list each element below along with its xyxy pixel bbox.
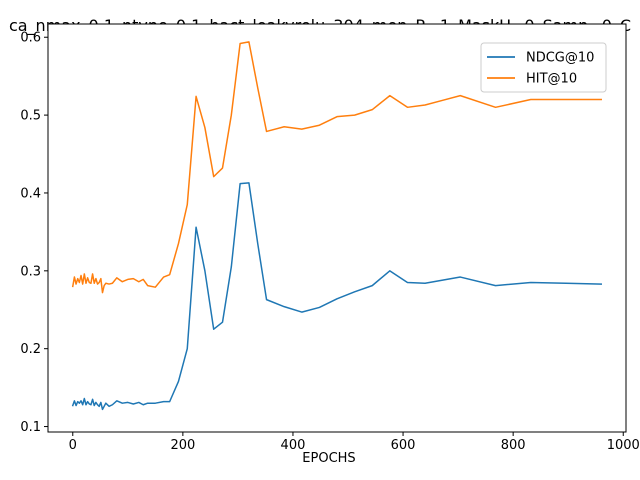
axes-frame — [47, 23, 627, 433]
legend-box — [480, 42, 607, 93]
y-tick-label: 0.3 — [20, 264, 41, 279]
legend: NDCG@10 HIT@10 — [480, 42, 607, 93]
y-tick-label: 0.5 — [20, 109, 41, 124]
x-tick-label: 400 — [281, 438, 306, 453]
series-layer — [71, 41, 602, 411]
x-tick-label: 600 — [391, 438, 416, 453]
y-tick-label: 0.6 — [20, 31, 41, 46]
y-axis: 0.1 0.2 0.3 0.4 0.5 0.6 — [20, 31, 48, 435]
x-tick-label: 200 — [170, 438, 195, 453]
x-axis-label: EPOCHS — [302, 451, 355, 466]
y-tick-label: 0.2 — [20, 342, 41, 357]
x-tick-label: 1000 — [607, 438, 640, 453]
series-line-ndcg-10 — [71, 182, 602, 411]
series-line-hit-10 — [71, 41, 602, 294]
y-tick-label: 0.1 — [20, 420, 41, 435]
x-tick-label: 800 — [501, 438, 526, 453]
legend-label-ndcg: NDCG@10 — [526, 51, 594, 66]
legend-label-hit: HIT@10 — [526, 72, 577, 87]
x-axis: 0 200 400 600 800 1000 — [69, 432, 640, 453]
y-tick-label: 0.4 — [20, 186, 41, 201]
x-tick-label: 0 — [69, 438, 77, 453]
